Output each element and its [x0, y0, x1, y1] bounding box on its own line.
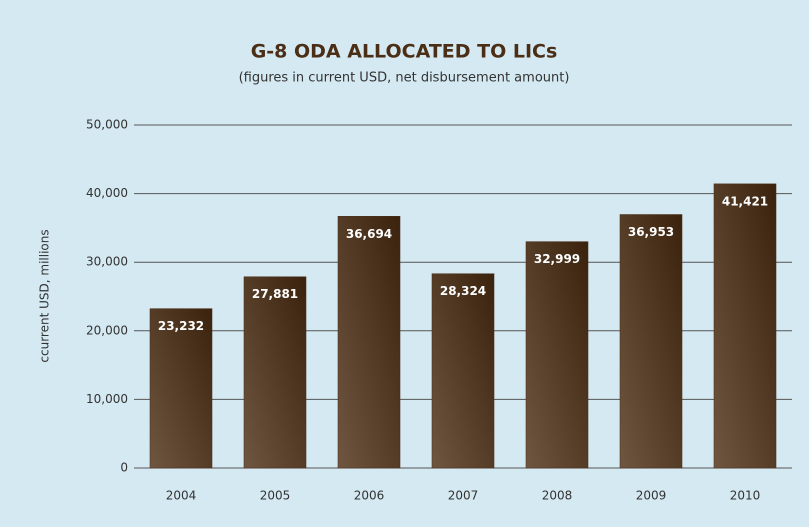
- bar: [713, 183, 777, 469]
- bar: [431, 273, 495, 469]
- bar: [149, 308, 213, 469]
- value-label: 36,953: [628, 225, 674, 239]
- value-label: 36,694: [346, 227, 392, 241]
- value-label: 28,324: [440, 284, 486, 298]
- y-tick-label: 40,000: [86, 186, 128, 200]
- value-label: 23,232: [158, 319, 204, 333]
- y-tick-label: 50,000: [86, 118, 128, 132]
- x-tick-label: 2005: [260, 489, 291, 503]
- bar: [337, 216, 401, 469]
- bar: [619, 214, 683, 469]
- value-label: 41,421: [722, 194, 768, 208]
- y-axis-label: ccurrent USD, millions: [38, 229, 52, 362]
- x-tick-label: 2006: [354, 489, 385, 503]
- x-tick-label: 2007: [448, 489, 479, 503]
- chart-title: G-8 ODA ALLOCATED TO LICs: [251, 41, 558, 63]
- y-tick-label: 20,000: [86, 323, 128, 337]
- x-tick-label: 2010: [730, 489, 761, 503]
- x-tick-label: 2004: [166, 489, 197, 503]
- y-tick-label: 10,000: [86, 392, 128, 406]
- bar: [525, 241, 589, 469]
- y-tick-label: 0: [120, 461, 128, 475]
- bar: [243, 276, 307, 469]
- y-tick-label: 30,000: [86, 255, 128, 269]
- chart-subtitle: (figures in current USD, net disbursemen…: [239, 71, 570, 86]
- value-label: 27,881: [252, 287, 298, 301]
- x-tick-label: 2009: [636, 489, 667, 503]
- value-label: 32,999: [534, 252, 580, 266]
- x-tick-label: 2008: [542, 489, 573, 503]
